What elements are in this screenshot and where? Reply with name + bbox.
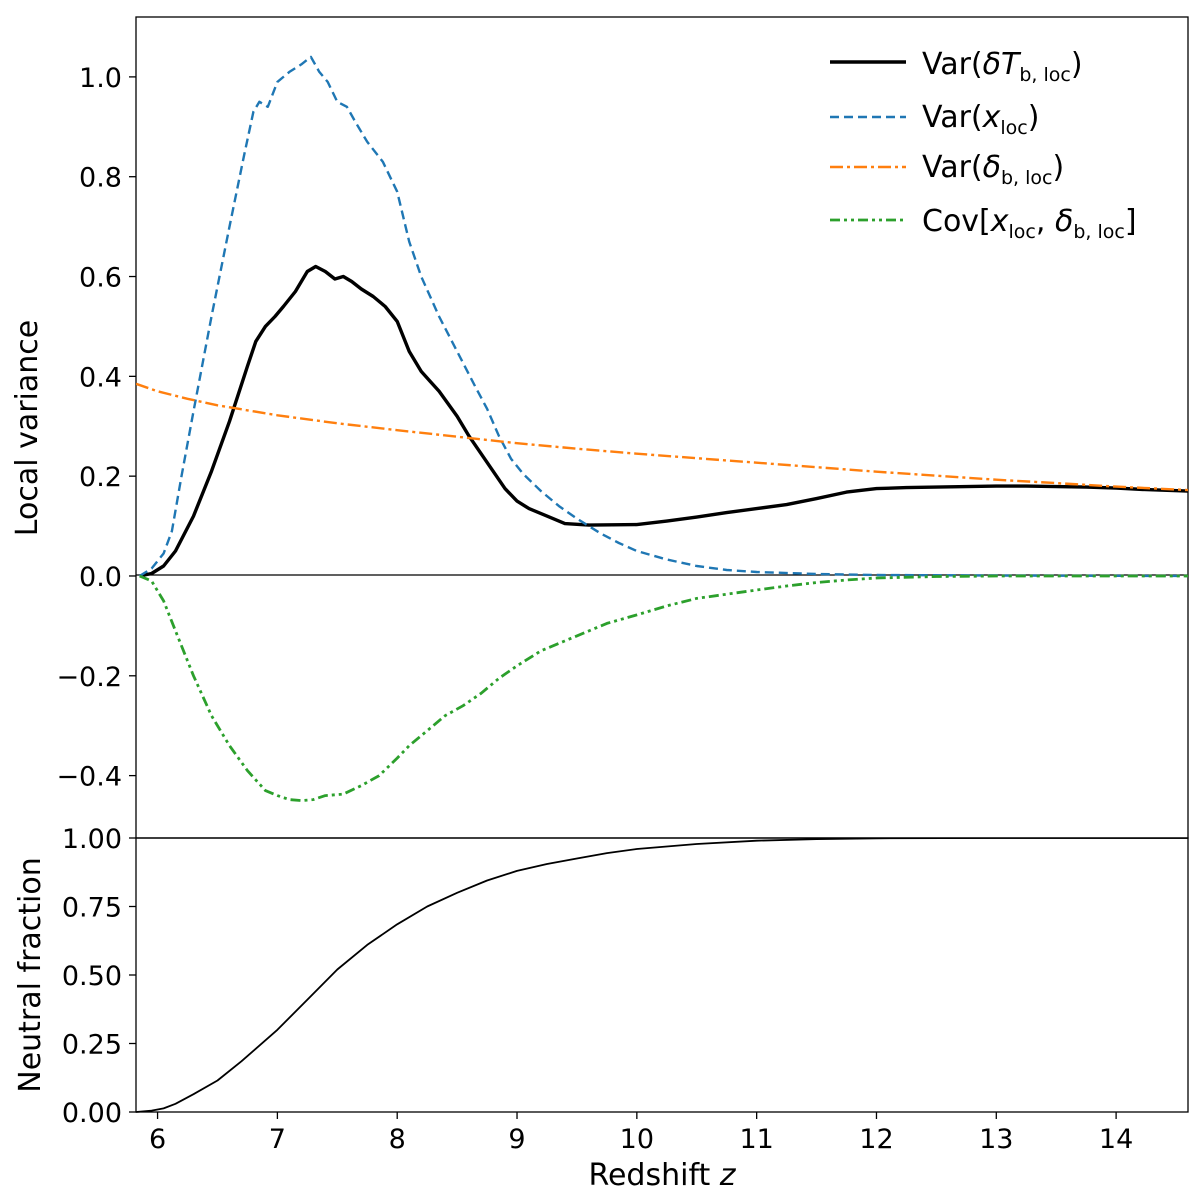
x-tick-label: 11 (739, 1124, 773, 1155)
top-y-ticks: −0.4 −0.2 0.0 0.2 0.4 0.6 0.8 1.0 (56, 63, 136, 793)
bottom-y-tick-label: 0.00 (62, 1098, 122, 1129)
top-y-tick-label: −0.2 (56, 662, 122, 693)
legend-entry-var-xloc: Var(xloc) (830, 100, 1039, 139)
legend-entry-cov: Cov[xloc, δb, loc] (830, 204, 1137, 243)
x-tick-label: 8 (389, 1124, 406, 1155)
bottom-panel-frame (135, 837, 1189, 1113)
x-tick-label: 12 (859, 1124, 893, 1155)
top-y-tick-label: 0.0 (79, 562, 122, 593)
x-axis-label: Redshift z (588, 1158, 736, 1193)
x-tick-label: 10 (620, 1124, 654, 1155)
bottom-y-ticks: 0.00 0.25 0.50 0.75 1.00 (62, 824, 136, 1129)
top-y-tick-label: 0.8 (79, 163, 122, 194)
bottom-x-ticks: 6 7 8 9 10 11 12 13 14 (149, 1112, 1133, 1155)
series-line-neutral_fraction (136, 838, 1188, 1113)
series-line-cov_x_db (139, 574, 1188, 802)
top-y-tick-label: 1.0 (79, 63, 122, 94)
series-line-var_dTb (139, 264, 1188, 578)
x-tick-label: 9 (508, 1124, 525, 1155)
bottom-series (136, 838, 1188, 1113)
legend-label-var-dtb: Var(δTb, loc) (922, 47, 1083, 86)
bottom-y-tick-label: 1.00 (62, 824, 122, 855)
top-y-tick-label: 0.6 (79, 263, 122, 294)
top-y-axis-label: Local variance (10, 320, 45, 536)
bottom-y-tick-label: 0.50 (62, 961, 122, 992)
bottom-panel: 0.00 0.25 0.50 0.75 1.00 6 7 8 9 10 11 12 13 14 Neut… (13, 824, 1189, 1193)
top-y-tick-label: 0.4 (79, 362, 122, 393)
bottom-y-axis-label: Neutral fraction (13, 857, 48, 1093)
top-panel-frame (135, 16, 1189, 839)
x-tick-label: 13 (979, 1124, 1013, 1155)
legend-entry-var-db: Var(δb, loc) (830, 150, 1064, 189)
legend-label-var-xloc: Var(xloc) (922, 100, 1039, 139)
top-y-tick-label: −0.4 (56, 762, 122, 793)
bottom-y-tick-label: 0.25 (62, 1030, 122, 1061)
top-panel: −0.4 −0.2 0.0 0.2 0.4 0.6 0.8 1.0 Local varianc… (10, 16, 1189, 839)
legend-entry-var-dtb: Var(δTb, loc) (830, 47, 1083, 86)
legend-label-var-db: Var(δb, loc) (922, 150, 1064, 189)
series-line-var_xloc (138, 55, 1188, 578)
x-tick-label: 7 (269, 1124, 286, 1155)
x-tick-label: 14 (1099, 1124, 1133, 1155)
top-series (136, 55, 1188, 802)
top-y-tick-label: 0.2 (79, 462, 122, 493)
x-tick-label: 6 (149, 1124, 166, 1155)
series-line-var_db (136, 382, 1188, 492)
bottom-y-tick-label: 0.75 (62, 893, 122, 924)
legend-label-cov: Cov[xloc, δb, loc] (922, 204, 1137, 243)
legend: Var(δTb, loc) Var(xloc) Var(δb, loc) Cov… (830, 47, 1137, 243)
